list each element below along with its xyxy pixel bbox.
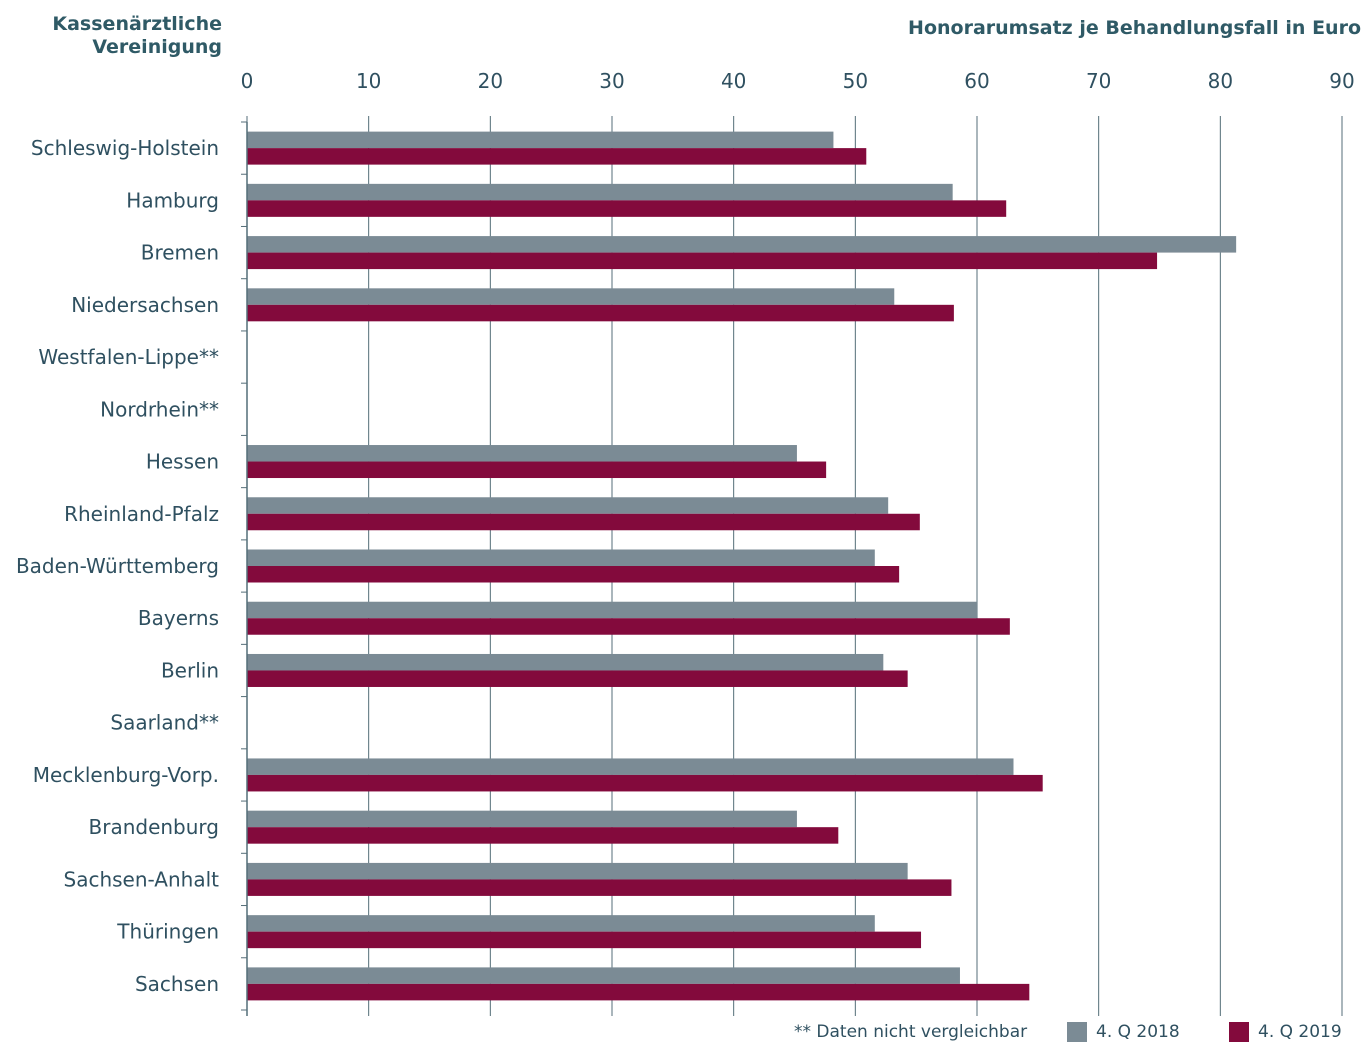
category-label-3: Niedersachsen: [71, 293, 219, 317]
footnote: ** Daten nicht vergleichbar: [794, 1022, 1028, 1042]
category-label-14: Sachsen-Anhalt: [64, 867, 220, 891]
legend-item-2018: 4. Q 2018: [1067, 1022, 1180, 1042]
legend-swatch-2018: [1067, 1022, 1087, 1042]
x-tick-label-10: 10: [356, 69, 381, 93]
bar-2019-9: [247, 618, 1010, 635]
category-label-0: Schleswig-Holstein: [31, 136, 219, 160]
x-tick-label-20: 20: [478, 69, 503, 93]
bar-2018-9: [247, 601, 977, 619]
bar-2018-0: [247, 131, 834, 149]
bar-2018-2: [247, 236, 1237, 253]
x-tick-label-90: 90: [1329, 69, 1354, 93]
bar-2018-10: [247, 653, 884, 671]
bar-2019-10: [247, 670, 908, 687]
bar-2019-12: [247, 774, 1043, 792]
legend-label-2018: 4. Q 2018: [1096, 1022, 1180, 1042]
legend-swatch-2019: [1229, 1022, 1249, 1042]
x-tick-label-30: 30: [599, 69, 624, 93]
bar-2019-6: [247, 461, 827, 479]
category-label-16: Sachsen: [135, 972, 219, 996]
bar-2019-1: [247, 200, 1007, 217]
x-tick-label-80: 80: [1208, 69, 1233, 93]
bar-2019-7: [247, 513, 920, 531]
bar-2018-14: [247, 862, 908, 880]
bar-2018-16: [247, 967, 960, 984]
category-label-12: Mecklenburg-Vorp.: [33, 763, 219, 787]
category-label-10: Berlin: [161, 658, 219, 682]
bar-2019-16: [247, 983, 1030, 1001]
category-label-2: Bremen: [141, 241, 219, 265]
x-tick-label-60: 60: [964, 69, 989, 93]
y-axis-title-line-1: Kassenärztliche: [52, 13, 222, 35]
category-label-9: Bayerns: [138, 606, 219, 630]
y-axis-title-line-2: Vereinigung: [92, 36, 222, 58]
category-label-7: Rheinland-Pfalz: [64, 502, 219, 526]
category-label-5: Nordrhein**: [100, 397, 219, 421]
bar-2018-7: [247, 497, 889, 514]
category-label-6: Hessen: [146, 450, 219, 474]
bar-2019-15: [247, 931, 922, 949]
legend-label-2019: 4. Q 2019: [1258, 1022, 1342, 1042]
bar-2018-12: [247, 758, 1014, 775]
bar-2019-8: [247, 566, 900, 583]
bar-2019-14: [247, 879, 952, 896]
bar-2018-13: [247, 810, 797, 828]
category-label-4: Westfalen-Lippe**: [38, 345, 219, 369]
x-tick-label-40: 40: [721, 69, 746, 93]
category-label-1: Hamburg: [126, 188, 219, 212]
legend-item-2019: 4. Q 2019: [1229, 1022, 1342, 1042]
bar-2018-1: [247, 183, 953, 201]
bar-2019-13: [247, 827, 839, 844]
x-tick-label-70: 70: [1086, 69, 1111, 93]
bar-2019-2: [247, 252, 1158, 270]
category-label-8: Baden-Württemberg: [16, 554, 219, 578]
bar-2018-6: [247, 445, 797, 462]
x-tick-label-0: 0: [241, 69, 254, 93]
bar-2018-3: [247, 288, 895, 305]
bar-2019-3: [247, 304, 954, 322]
category-label-13: Brandenburg: [89, 815, 220, 839]
category-label-11: Saarland**: [110, 711, 219, 735]
bar-2019-0: [247, 148, 867, 165]
category-label-15: Thüringen: [116, 920, 219, 944]
bar-2018-8: [247, 549, 875, 566]
bar-2018-15: [247, 915, 875, 932]
x-axis-title: Honorarumsatz je Behandlungsfall in Euro: [908, 17, 1361, 39]
x-tick-label-50: 50: [843, 69, 868, 93]
